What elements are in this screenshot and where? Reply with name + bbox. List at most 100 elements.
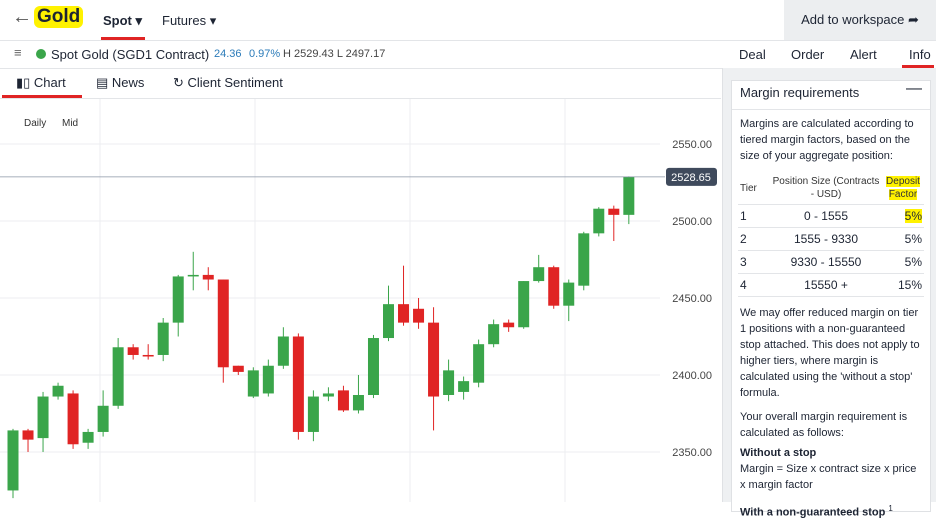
candle-body xyxy=(548,267,560,306)
status-dot xyxy=(36,49,46,59)
table-cell: 5% xyxy=(882,227,924,251)
y-tick-label: 2400.00 xyxy=(672,370,712,382)
candle-body xyxy=(322,393,334,397)
tab-spot[interactable]: Spot ▾ xyxy=(103,13,143,28)
candle-body xyxy=(97,405,109,432)
candle-body xyxy=(202,274,214,280)
table-cell: 1555 - 9330 xyxy=(770,227,882,251)
candle-body xyxy=(337,390,349,411)
table-cell: 1 xyxy=(738,204,770,228)
candle-body xyxy=(443,370,455,395)
cell-text: 9330 - 15550 xyxy=(790,255,862,269)
action-tab[interactable]: Deal xyxy=(739,47,766,62)
cell-text: 3 xyxy=(740,255,747,269)
tab-futures[interactable]: Futures ▾ xyxy=(162,13,217,28)
cell-text: 5% xyxy=(904,255,922,269)
last-price-box xyxy=(666,167,717,186)
table-cell: 5% xyxy=(882,204,924,228)
table-cell: 15% xyxy=(882,273,924,297)
last-price-label: 2528.65 xyxy=(671,172,711,184)
workspace-button[interactable]: Add to workspace ➦ xyxy=(784,0,936,40)
y-tick-label: 2550.00 xyxy=(672,139,712,151)
candle-body xyxy=(37,396,49,439)
back-arrow[interactable]: ← xyxy=(12,6,32,28)
tab-underline xyxy=(2,95,82,98)
table-header: Tier Position Size (Contracts - USD) Dep… xyxy=(738,172,924,205)
tab-label: News xyxy=(111,75,145,90)
candle-body xyxy=(518,281,530,328)
collapse-icon[interactable]: — xyxy=(906,80,922,97)
chart: Daily Mid 2550.00 2500.00 2450.00 2400.00 23… xyxy=(0,99,717,502)
table-row: 3 9330 - 15550 5% xyxy=(738,250,924,274)
price-type[interactable]: Mid xyxy=(62,118,78,129)
action-tab[interactable]: Alert xyxy=(850,47,877,62)
candle-body xyxy=(458,381,470,392)
candle-body xyxy=(127,347,139,355)
candle-body xyxy=(352,394,364,411)
candle-body xyxy=(593,208,605,234)
menu-icon[interactable]: ≡ xyxy=(14,45,22,60)
candle-body xyxy=(82,431,94,443)
cell-text: 0 - 1555 xyxy=(803,209,849,223)
table-cell: 3 xyxy=(738,250,770,274)
view-tab[interactable]: ↻ Client Sentiment xyxy=(173,75,283,90)
action-tab[interactable]: Order xyxy=(791,47,825,62)
overall: Your overall margin requirement is calcu… xyxy=(740,411,908,439)
view-tab[interactable]: ▮▯ Chart xyxy=(16,75,66,90)
candle-body xyxy=(262,365,274,394)
candle-body xyxy=(398,304,410,323)
cell-text: 1555 - 9330 xyxy=(793,232,859,246)
table-cell: 15550 + xyxy=(770,273,882,297)
candle-body xyxy=(563,282,575,306)
cell-text: 15550 + xyxy=(804,278,848,292)
view-tabs: ▮▯ Chart ▤ News ↻ Client Sentiment xyxy=(0,68,721,99)
tab-label: Futures xyxy=(162,13,207,28)
candle-body xyxy=(503,322,515,328)
instrument: Gold xyxy=(34,6,84,28)
table-row: 4 15550 + 15% xyxy=(738,273,924,297)
change: 24.36 xyxy=(214,48,242,60)
candle-body xyxy=(7,430,19,491)
card-header: Margin requirements — xyxy=(732,81,930,110)
y-tick-label: 2350.00 xyxy=(672,447,712,459)
view-tab[interactable]: ▤ News xyxy=(96,75,145,90)
margin-table: Tier Position Size (Contracts - USD) Dep… xyxy=(738,172,924,297)
footnote-mark: 1 xyxy=(888,504,893,513)
tab-underline xyxy=(902,65,934,68)
table-cell: 5% xyxy=(882,250,924,274)
table-cell: 2 xyxy=(738,227,770,251)
action-tab[interactable]: Info xyxy=(909,47,931,62)
candle-body xyxy=(473,344,485,383)
table-cell: 9330 - 15550 xyxy=(770,250,882,274)
header-cell: Tier xyxy=(738,172,770,205)
candle-body xyxy=(413,308,425,323)
candle-body xyxy=(292,336,304,432)
candle-body xyxy=(383,304,394,339)
note: We may offer reduced margin on tier 1 po… xyxy=(740,307,920,399)
cell-text: 5% xyxy=(904,232,922,246)
subheading-text: With a non-guaranteed stop xyxy=(740,506,886,519)
tab-label: Spot xyxy=(103,13,132,28)
candle-body xyxy=(22,430,34,440)
cell-text: 15% xyxy=(897,278,922,292)
candle-body xyxy=(172,276,184,323)
market-name: Spot Gold (SGD1 Contract) xyxy=(51,47,210,62)
candle-body xyxy=(187,274,199,277)
subheading: With a non-guaranteed stop 1 xyxy=(740,501,922,521)
subheading: Without a stop xyxy=(740,447,817,459)
cell-text: 4 xyxy=(740,278,747,292)
candle-body xyxy=(578,233,590,286)
margin-card: Margin requirements — Margins are calcul… xyxy=(731,80,931,519)
cell-text: 2 xyxy=(740,232,747,246)
candle-body xyxy=(142,354,154,357)
candle-body xyxy=(217,279,229,368)
card-title: Margin requirements xyxy=(740,85,860,100)
cell-text: 5% xyxy=(904,209,922,223)
intro: Margins are calculated according to tier… xyxy=(740,118,914,162)
tab-underline xyxy=(101,37,145,40)
candle-body xyxy=(428,322,440,397)
cell-text: 1 xyxy=(740,209,747,223)
market-bar: ≡ Spot Gold (SGD1 Contract) 24.36 0.97% … xyxy=(0,40,936,69)
interval[interactable]: Daily xyxy=(24,118,46,129)
